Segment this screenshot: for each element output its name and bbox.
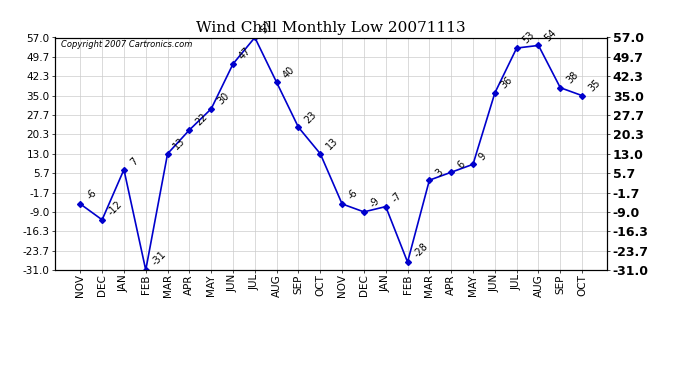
Text: -12: -12 xyxy=(106,200,125,217)
Text: 30: 30 xyxy=(215,91,231,106)
Text: -9: -9 xyxy=(368,196,382,210)
Text: -6: -6 xyxy=(84,188,99,202)
Text: 23: 23 xyxy=(303,110,319,125)
Text: -31: -31 xyxy=(150,250,168,268)
Title: Wind Chill Monthly Low 20071113: Wind Chill Monthly Low 20071113 xyxy=(197,21,466,35)
Text: 6: 6 xyxy=(455,159,466,170)
Text: 3: 3 xyxy=(433,166,445,178)
Text: -28: -28 xyxy=(412,242,430,260)
Text: 7: 7 xyxy=(128,156,139,167)
Text: 36: 36 xyxy=(499,75,515,91)
Text: 57: 57 xyxy=(259,20,275,35)
Text: -6: -6 xyxy=(346,188,360,202)
Text: 38: 38 xyxy=(564,70,580,86)
Text: 9: 9 xyxy=(477,151,489,162)
Text: 40: 40 xyxy=(281,64,297,80)
Text: 54: 54 xyxy=(542,27,558,43)
Text: 47: 47 xyxy=(237,46,253,62)
Text: 35: 35 xyxy=(586,78,602,93)
Text: 13: 13 xyxy=(324,136,340,152)
Text: 53: 53 xyxy=(521,30,537,46)
Text: -7: -7 xyxy=(390,190,404,204)
Text: 22: 22 xyxy=(194,112,210,128)
Text: 13: 13 xyxy=(172,136,188,152)
Text: Copyright 2007 Cartronics.com: Copyright 2007 Cartronics.com xyxy=(61,40,192,49)
